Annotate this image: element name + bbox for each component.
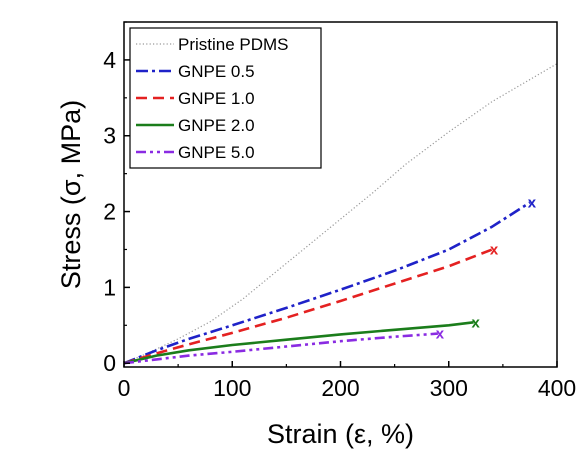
y-tick-label: 0 [103, 350, 116, 376]
y-tick-label: 4 [103, 47, 116, 73]
series-line-gnpe-0-5 [123, 201, 531, 365]
legend-entry-label: GNPE 0.5 [178, 62, 255, 81]
plot-series: x x x x [123, 63, 558, 365]
series-line-pristine-pdms [123, 63, 558, 364]
y-tick-label: 3 [103, 123, 116, 149]
x-tick-label: 300 [430, 375, 468, 401]
x-tick-label: 200 [321, 375, 359, 401]
x-axis-title: Strain (ε, %) [267, 419, 414, 449]
series-line-gnpe-2-0 [123, 321, 474, 365]
y-tick-label: 1 [103, 274, 116, 300]
series-end-marker: x [471, 314, 480, 331]
y-tick-label: 2 [103, 199, 116, 225]
x-tick-label: 100 [213, 375, 251, 401]
series-end-marker: x [436, 326, 445, 343]
series-end-marker: x [528, 194, 537, 211]
y-axis-title: Stress (σ, MPa) [56, 100, 86, 289]
legend-entry-label: GNPE 2.0 [178, 116, 255, 135]
legend-entry-label: Pristine PDMS [178, 35, 289, 54]
series-line-gnpe-5-0 [123, 332, 438, 365]
x-tick-label: 0 [118, 375, 131, 401]
x-tick-label: 400 [538, 375, 576, 401]
legend-entry-label: GNPE 1.0 [178, 89, 255, 108]
legend: Pristine PDMS GNPE 0.5 GNPE 1.0 GNPE 2.0 GNP… [129, 27, 322, 169]
axis-ticks: 0 100 200 300 400 0 1 2 3 4 [103, 21, 576, 401]
series-line-gnpe-1-0 [123, 248, 493, 365]
legend-entry-label: GNPE 5.0 [178, 143, 255, 162]
series-end-marker: x [490, 241, 499, 258]
